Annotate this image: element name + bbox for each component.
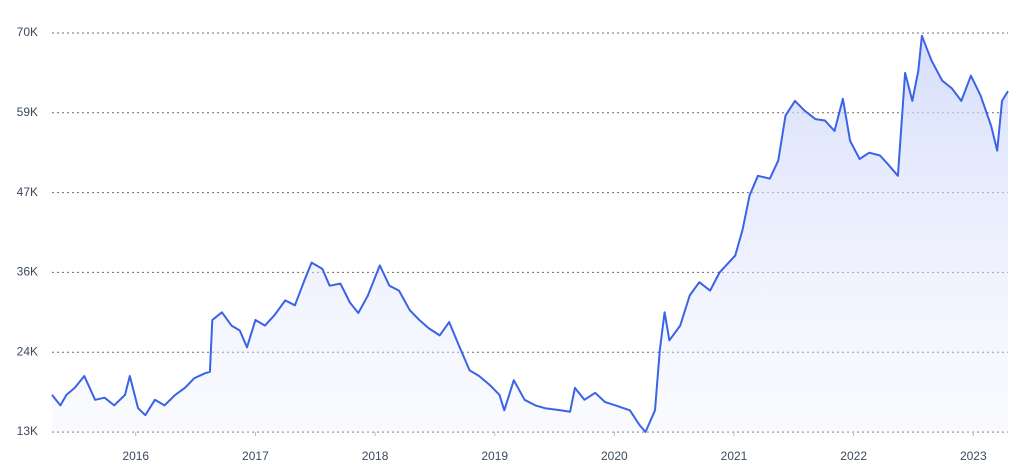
x-tick-label: 2020 bbox=[601, 449, 628, 463]
y-tick-label: 24K bbox=[17, 344, 38, 358]
x-tick-label: 2022 bbox=[840, 449, 867, 463]
x-tick-label: 2019 bbox=[481, 449, 508, 463]
y-tick-label: 70K bbox=[17, 25, 38, 39]
x-tick-label: 2016 bbox=[122, 449, 149, 463]
y-tick-label: 59K bbox=[17, 105, 38, 119]
x-tick-label: 2017 bbox=[242, 449, 269, 463]
x-tick-label: 2023 bbox=[960, 449, 987, 463]
line bbox=[51, 34, 1009, 433]
y-tick-label: 47K bbox=[17, 185, 38, 199]
area bbox=[52, 35, 1008, 433]
y-tick-label: 36K bbox=[17, 265, 38, 279]
x-tick-label: 2018 bbox=[362, 449, 389, 463]
x-tick-label: 2021 bbox=[721, 449, 748, 463]
y-tick-label: 13K bbox=[17, 424, 38, 438]
